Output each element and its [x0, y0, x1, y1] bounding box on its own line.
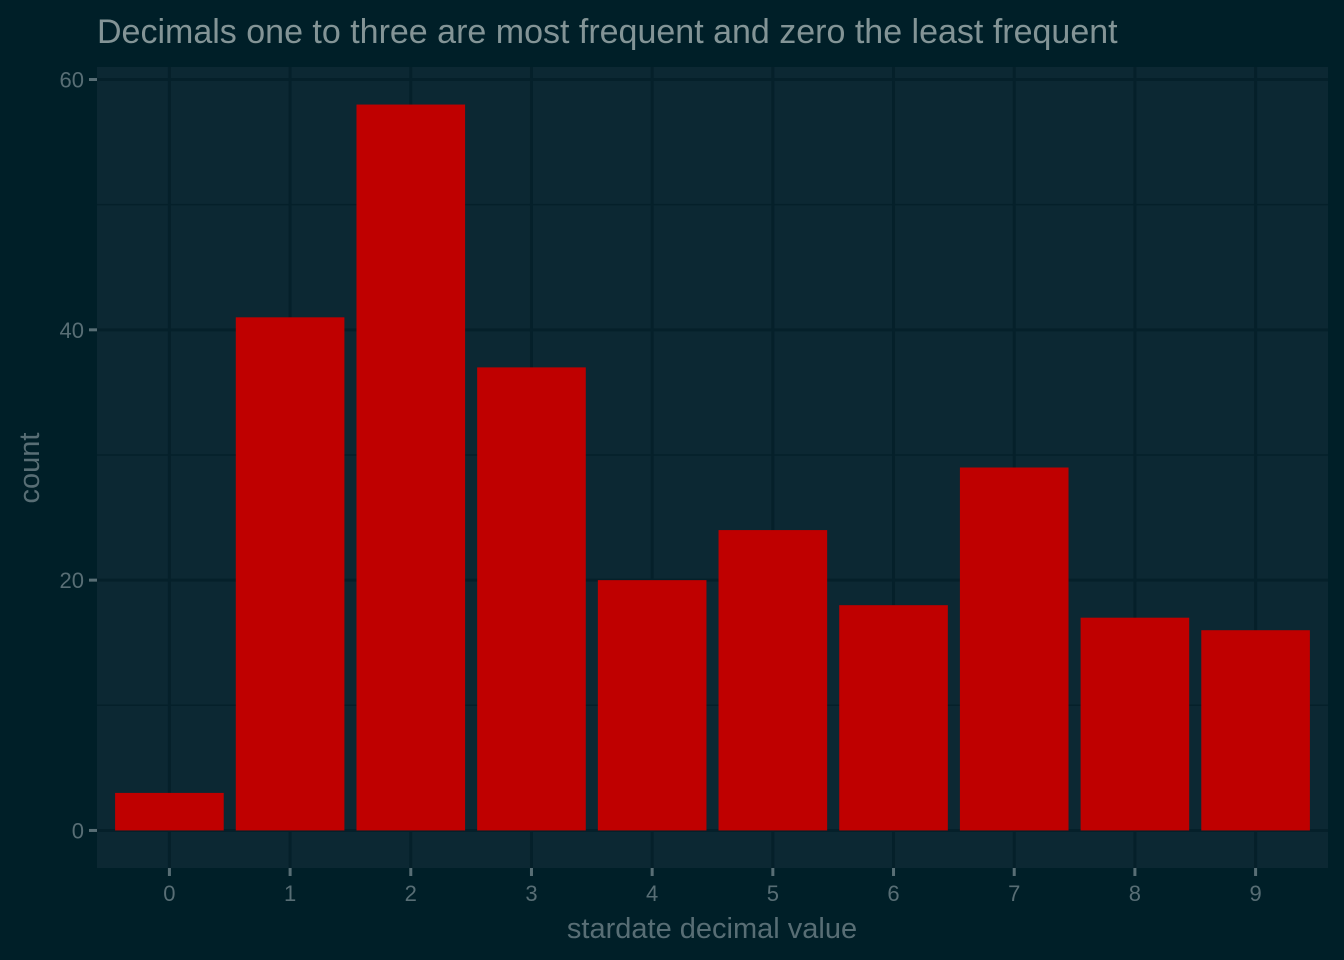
bar-8	[1080, 617, 1190, 831]
bar-6	[839, 605, 948, 831]
bar-2	[356, 104, 466, 831]
chart-title: Decimals one to three are most frequent …	[97, 13, 1118, 51]
x-tick-label: 9	[1249, 881, 1261, 906]
bar-5	[718, 530, 828, 831]
y-tick-label: 20	[60, 568, 84, 593]
y-axis-label: count	[14, 433, 46, 504]
x-tick-label: 1	[284, 881, 296, 906]
x-axis-label: stardate decimal value	[567, 913, 857, 945]
y-tick-label: 0	[72, 818, 84, 843]
bar-4	[597, 580, 707, 831]
y-tick-label: 40	[60, 318, 84, 343]
x-tick-label: 5	[767, 881, 779, 906]
x-tick-label: 3	[525, 881, 537, 906]
x-tick-label: 8	[1129, 881, 1141, 906]
y-tick-label: 60	[60, 68, 84, 93]
x-tick-label: 2	[405, 881, 417, 906]
bar-3	[477, 367, 586, 831]
x-tick-label: 6	[887, 881, 899, 906]
bar-7	[959, 467, 1069, 831]
x-tick-label: 7	[1008, 881, 1020, 906]
x-tick-label: 0	[163, 881, 175, 906]
bar-1	[235, 317, 345, 831]
x-tick-label: 4	[646, 881, 658, 906]
bar-9	[1201, 630, 1310, 831]
bar-0	[115, 792, 224, 831]
